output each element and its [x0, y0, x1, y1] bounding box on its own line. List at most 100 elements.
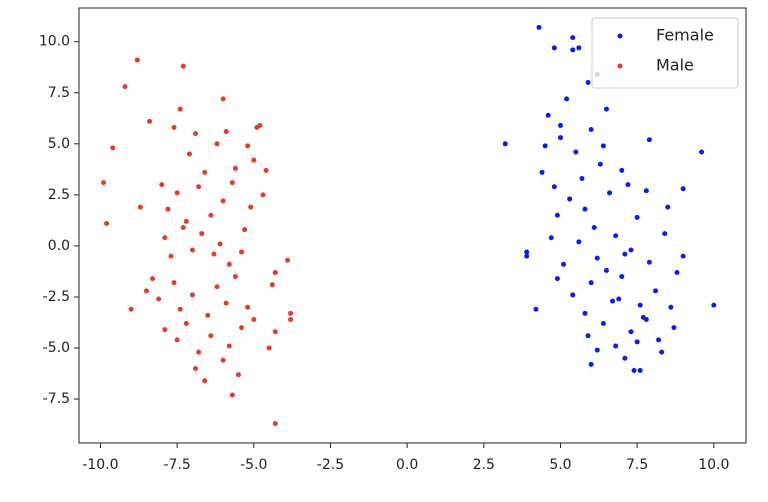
point [588, 361, 594, 367]
legend-marker [617, 33, 623, 39]
point [214, 141, 220, 147]
point [245, 304, 251, 310]
point [579, 176, 585, 182]
point [248, 204, 254, 210]
point [229, 180, 235, 186]
point [196, 184, 202, 190]
point [524, 253, 530, 259]
point [272, 329, 278, 335]
point [680, 186, 686, 192]
y-tick-label: -5.0 [43, 340, 70, 356]
point [171, 280, 177, 286]
point [619, 274, 625, 280]
point [588, 127, 594, 133]
point [186, 151, 192, 157]
point [634, 214, 640, 220]
legend-box [591, 17, 739, 89]
point [600, 321, 606, 327]
point [610, 298, 616, 304]
point [665, 204, 671, 210]
point [205, 312, 211, 318]
point [668, 304, 674, 310]
point [189, 247, 195, 253]
x-tick-label: 10.0 [698, 457, 729, 473]
point [223, 129, 229, 135]
point [254, 124, 260, 130]
point [613, 233, 619, 239]
point [193, 365, 199, 371]
point [143, 288, 149, 294]
point [208, 212, 214, 218]
x-tick-label: -7.5 [163, 457, 190, 473]
point [220, 96, 226, 102]
point [269, 282, 275, 288]
x-tick-label: 5.0 [549, 457, 571, 473]
point [242, 227, 248, 233]
point [177, 106, 183, 112]
point [643, 316, 649, 322]
point [585, 333, 591, 339]
point [122, 84, 128, 90]
point [174, 337, 180, 343]
point [101, 180, 107, 186]
point [193, 131, 199, 137]
plot-frame [78, 7, 747, 444]
point [607, 190, 613, 196]
point [551, 184, 557, 190]
point [251, 316, 257, 322]
point [174, 190, 180, 196]
point [226, 343, 232, 349]
point [570, 292, 576, 298]
point [162, 235, 168, 241]
point [202, 378, 208, 384]
point [235, 372, 241, 378]
x-tick-label: 2.5 [473, 457, 495, 473]
point [628, 329, 634, 335]
point [162, 327, 168, 333]
x-tick-label: -5.0 [240, 457, 267, 473]
point [189, 292, 195, 298]
point [548, 235, 554, 241]
point [600, 143, 606, 149]
point [680, 253, 686, 259]
point [594, 255, 600, 261]
point [214, 284, 220, 290]
point [502, 141, 508, 147]
legend-label: Female [656, 26, 714, 45]
point [180, 225, 186, 231]
point [263, 167, 269, 173]
point [603, 106, 609, 112]
point [239, 249, 245, 255]
point [699, 149, 705, 155]
point [597, 161, 603, 167]
point [613, 343, 619, 349]
point [576, 45, 582, 51]
point [622, 251, 628, 257]
point [628, 247, 634, 253]
legend-marker [617, 63, 623, 69]
y-tick-label: -7.5 [43, 391, 70, 407]
point [567, 196, 573, 202]
point [662, 231, 668, 237]
point [557, 135, 563, 141]
point [573, 149, 579, 155]
point [616, 296, 622, 302]
point [582, 206, 588, 212]
point [288, 310, 294, 316]
point [711, 302, 717, 308]
x-tick-label: -2.5 [317, 457, 344, 473]
point [637, 302, 643, 308]
point [646, 259, 652, 265]
point [285, 257, 291, 263]
point [622, 355, 628, 361]
point [637, 368, 643, 373]
point [634, 339, 640, 345]
point [659, 349, 665, 355]
point [545, 112, 551, 118]
point [564, 96, 570, 102]
point [217, 241, 223, 247]
point [251, 157, 257, 163]
legend-label: Male [656, 56, 694, 75]
point [229, 392, 235, 398]
